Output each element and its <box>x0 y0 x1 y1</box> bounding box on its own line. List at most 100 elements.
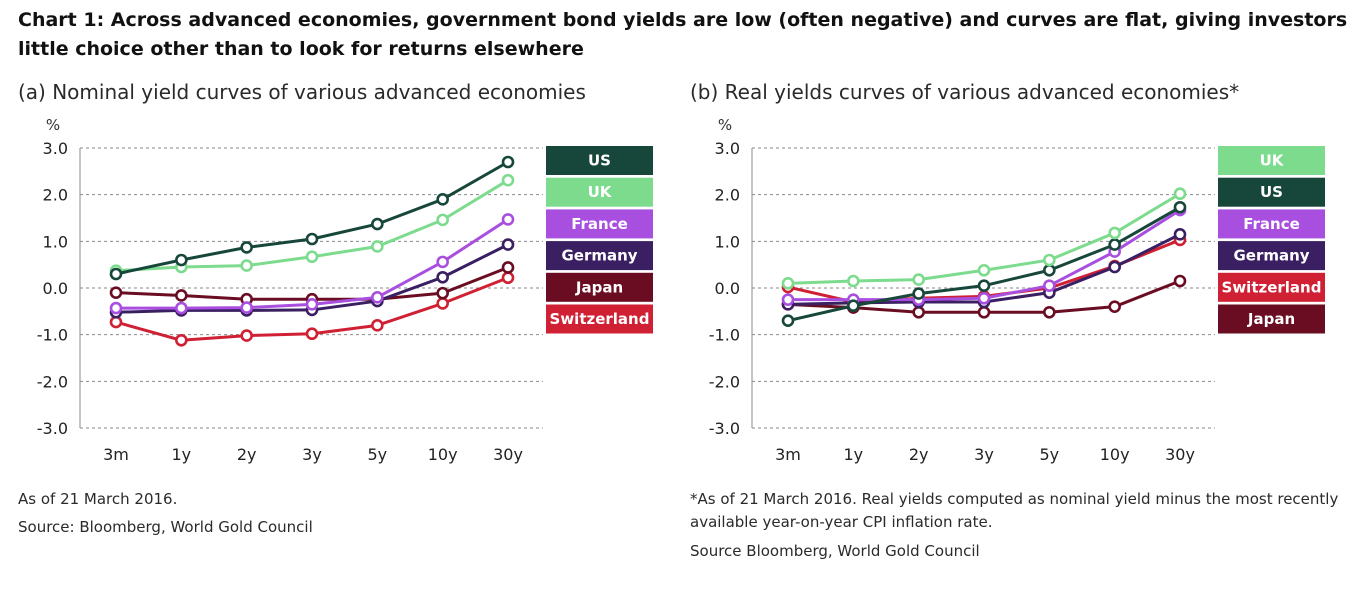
chart-b-series-france-point <box>1043 279 1056 292</box>
chart-a-y-tick-label: 3.0 <box>43 139 68 158</box>
chart-a-series-switzerland-point <box>240 329 253 342</box>
chart-b-x-tick-label: 5y <box>1040 445 1060 464</box>
chart-a-series-france-point <box>175 301 188 315</box>
chart-a-legend-swatch-uk <box>546 177 653 207</box>
chart-a-x-tick-label: 2y <box>237 445 257 464</box>
chart-a-series-uk-point <box>305 250 319 264</box>
chart-a-series-us-point <box>305 232 319 246</box>
chart-b-series-us-point <box>1173 200 1187 214</box>
chart-a-legend-swatch-germany <box>546 241 653 271</box>
chart-a-x-tick-label: 1y <box>172 445 192 464</box>
chart-b-legend-label-germany: Germany <box>1233 247 1309 265</box>
chart-b-y-tick-label: -1.0 <box>709 326 740 345</box>
chart-b-y-tick-label: -2.0 <box>709 372 740 391</box>
chart-b-series-us-point <box>977 279 991 292</box>
chart-b-series-us-point <box>847 299 860 313</box>
chart-b-series-uk-point <box>847 274 860 288</box>
chart-b-y-tick-label: 0.0 <box>715 279 740 298</box>
chart-a-series-uk-point <box>240 259 253 272</box>
chart-a-legend-label-germany: Germany <box>561 247 637 265</box>
chart-a-series-us-point <box>109 267 123 281</box>
chart-b-series-germany-point <box>1108 260 1121 274</box>
panel-a-source: Source: Bloomberg, World Gold Council <box>18 518 313 536</box>
chart-b-series-us-point <box>781 314 795 327</box>
chart-b-series-japan-point <box>1043 305 1056 319</box>
chart-b-series-japan-point <box>912 305 925 319</box>
chart-a-series-switzerland-point <box>436 297 449 310</box>
chart-b-series-france-point <box>977 291 991 305</box>
chart-b-series-japan-point <box>1173 274 1187 288</box>
chart-a-legend-label-switzerland: Switzerland <box>550 310 650 328</box>
chart-a-series-us-point <box>501 155 515 169</box>
chart-a-x-tick-label: 10y <box>428 445 458 464</box>
chart-a-series-france-point <box>501 213 515 226</box>
chart-a-y-axis-label: % <box>46 116 60 134</box>
chart-b-legend-swatch-japan <box>1218 304 1325 334</box>
chart-a-legend-label-uk: UK <box>588 183 613 201</box>
nominal-yield-chart: % 3.0 2.0 1.0 0.0 -1.0 -2.0 -3.0 3m 1y 2y 3y 5y 10y 30… <box>37 116 653 464</box>
chart-b-x-tick-label: 10y <box>1100 445 1130 464</box>
chart-a-legend-swatch-japan <box>546 272 653 302</box>
chart-b-series-uk-point <box>977 263 991 277</box>
chart-a-series-switzerland-point <box>175 333 188 347</box>
chart-b-series-uk-point <box>1173 187 1187 201</box>
chart-a-series-switzerland-point <box>305 327 319 341</box>
chart-a-y-tick-label: 1.0 <box>43 232 68 251</box>
panel-b-note: *As of 21 March 2016. Real yields comput… <box>690 490 1339 531</box>
chart-b-series-uk-point <box>781 277 795 290</box>
chart-a-x-tick-label: 3m <box>103 445 129 464</box>
chart-b-y-tick-label: 2.0 <box>715 186 740 205</box>
chart-b-legend-label-france: France <box>1243 215 1300 233</box>
chart-a-series-japan-point <box>109 286 123 299</box>
chart-b-y-axis-label: % <box>718 116 732 134</box>
chart-a-series-japan-point <box>436 286 449 300</box>
chart-b-y-tick-label: 1.0 <box>715 232 740 251</box>
chart-b-legend-swatch-germany <box>1218 241 1325 271</box>
chart-b-legend-label-japan: Japan <box>1247 310 1295 328</box>
chart-a-series-germany-point <box>436 270 449 284</box>
chart-a-series-japan-point <box>175 289 188 302</box>
panel-a-note: As of 21 March 2016. <box>18 490 178 508</box>
panel-a-subtitle: (a) Nominal yield curves of various adva… <box>18 80 586 104</box>
chart-title: Chart 1: Across advanced economies, gove… <box>18 9 1348 60</box>
chart-b-y-tick-label: 3.0 <box>715 139 740 158</box>
chart-b-series-germany-point <box>1173 228 1187 241</box>
chart-a-x-tick-label: 5y <box>368 445 388 464</box>
chart-a-series-france-point <box>436 255 449 269</box>
chart-a-series-france-point <box>305 298 319 311</box>
chart-a-series-france-point <box>371 291 384 304</box>
chart-b-legend-swatch-uk <box>1218 146 1325 175</box>
chart-b-x-tick-label: 30y <box>1165 445 1195 464</box>
chart-b-x-tick-label: 3y <box>974 445 994 464</box>
chart-b-legend-label-us: US <box>1260 183 1283 201</box>
chart-a-series-us-point <box>175 253 188 267</box>
chart-b-series-uk-point <box>1043 253 1056 267</box>
chart-a-y-tick-label: -2.0 <box>37 372 68 391</box>
chart-b-y-tick-label: -3.0 <box>709 419 740 438</box>
chart-a-series-us-point <box>240 241 253 254</box>
panel-b-source: Source Bloomberg, World Gold Council <box>690 542 980 560</box>
chart-a-x-tick-label: 3y <box>302 445 322 464</box>
chart-a-y-tick-label: -3.0 <box>37 419 68 438</box>
chart-a-series-france-point <box>109 301 123 315</box>
chart-a-series-uk-point <box>501 173 515 187</box>
chart-a-series-france-point <box>240 301 253 314</box>
chart-b-legend-label-uk: UK <box>1260 152 1285 170</box>
chart-b-legend-swatch-switzerland <box>1218 272 1325 302</box>
chart-a-legend-label-japan: Japan <box>575 278 623 296</box>
chart-a-series-uk-point <box>371 240 384 253</box>
chart-b-series-france-point <box>781 293 795 306</box>
chart-a-series-us-point <box>371 217 384 231</box>
chart-b-series-uk-point <box>1108 226 1121 240</box>
chart-b-x-tick-label: 3m <box>775 445 801 464</box>
chart-a-y-tick-label: -1.0 <box>37 326 68 345</box>
chart-a-legend-swatch-switzerland <box>546 304 653 334</box>
chart-a-series-uk-point <box>436 213 449 227</box>
chart-a-legend-swatch-france <box>546 209 653 239</box>
chart-b-series-us-point <box>1108 238 1121 251</box>
chart-a-series-switzerland-point <box>371 319 384 332</box>
chart-a-series-germany-point <box>501 238 515 251</box>
chart-b-x-tick-label: 1y <box>844 445 864 464</box>
chart-a-series-us-point <box>436 193 449 206</box>
chart-b-series-us-point <box>1043 263 1056 277</box>
